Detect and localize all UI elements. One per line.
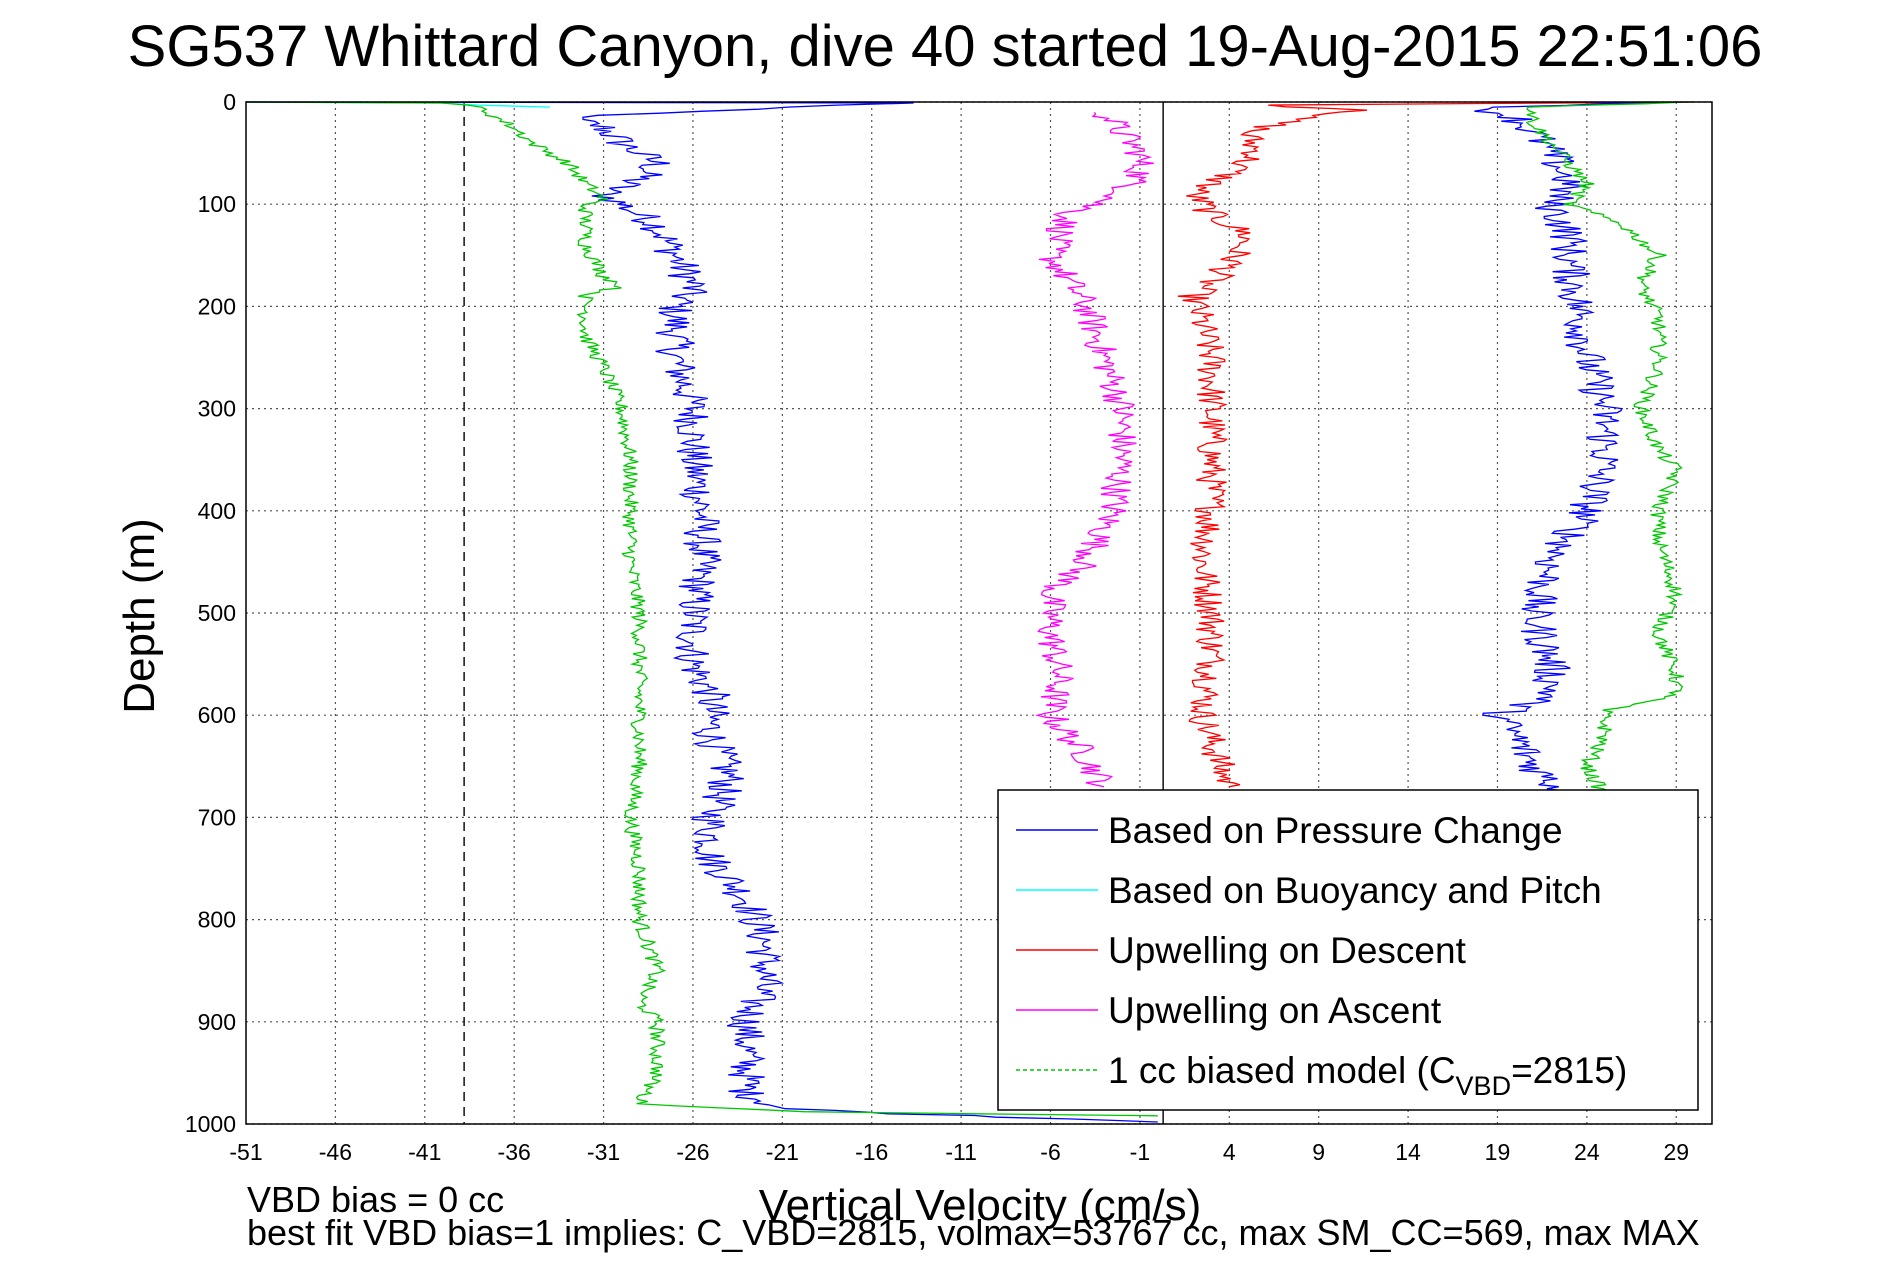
series-line	[1035, 111, 1154, 788]
series-ascent-line	[1525, 101, 1688, 798]
x-tick-label: 29	[1663, 1139, 1689, 1165]
legend-label: Upwelling on Ascent	[1108, 990, 1442, 1031]
x-tick-label: 14	[1395, 1139, 1421, 1165]
x-tick-label: -21	[766, 1139, 799, 1165]
x-tick-label: 9	[1312, 1139, 1325, 1165]
series-line	[245, 101, 1158, 1123]
x-tick-label: -36	[498, 1139, 531, 1165]
y-axis-label: Depth (m)	[115, 518, 164, 714]
x-tick-label: -26	[676, 1139, 709, 1165]
series-line	[1177, 101, 1695, 788]
x-tick-label: -31	[587, 1139, 620, 1165]
legend-label: Upwelling on Descent	[1108, 930, 1467, 971]
x-tick-label: 24	[1574, 1139, 1600, 1165]
y-tick-label: 1000	[185, 1111, 236, 1137]
series-layer	[245, 101, 1695, 1123]
y-tick-label: 600	[198, 702, 236, 728]
x-tick-label: -16	[855, 1139, 888, 1165]
axis-ticks: -51 -46 -41 -36 -31 -26 -21 -16 -11 -6 -1 4 9 14 19 24 2…	[185, 89, 1689, 1165]
x-tick-label: -6	[1040, 1139, 1060, 1165]
x-tick-label: 19	[1485, 1139, 1511, 1165]
y-tick-label: 100	[198, 191, 236, 217]
y-tick-label: 0	[223, 89, 236, 115]
vbd-bias-note: VBD bias = 0 cc	[247, 1179, 504, 1220]
legend-label: Based on Pressure Change	[1108, 810, 1563, 851]
y-tick-label: 400	[198, 498, 236, 524]
y-tick-label: 700	[198, 804, 236, 830]
series-ascent-line	[1474, 101, 1679, 798]
best-fit-note: best fit VBD bias=1 implies: C_VBD=2815,…	[247, 1212, 1700, 1253]
series-line	[245, 101, 1158, 1117]
y-tick-label: 200	[198, 293, 236, 319]
x-tick-label: -51	[229, 1139, 262, 1165]
legend: Based on Pressure Change Based on Buoyanc…	[997, 789, 1699, 1111]
x-axis-label: Vertical Velocity (cm/s)	[759, 1181, 1202, 1230]
y-tick-label: 500	[198, 600, 236, 626]
legend-box	[997, 789, 1699, 1111]
x-tick-label: 4	[1223, 1139, 1236, 1165]
y-tick-label: 900	[198, 1009, 236, 1035]
plot-frame	[245, 101, 1713, 1125]
x-tick-label: -11	[945, 1139, 977, 1165]
x-tick-label: -1	[1130, 1139, 1150, 1165]
chart-title: SG537 Whittard Canyon, dive 40 started 1…	[128, 14, 1763, 79]
x-tick-label: -41	[408, 1139, 441, 1165]
legend-label: Based on Buoyancy and Pitch	[1108, 870, 1602, 911]
legend-label: 1 cc biased model (CVBD=2815)	[1108, 1050, 1627, 1101]
x-tick-label: -46	[319, 1139, 352, 1165]
y-tick-label: 800	[198, 907, 236, 933]
y-tick-label: 300	[198, 396, 236, 422]
